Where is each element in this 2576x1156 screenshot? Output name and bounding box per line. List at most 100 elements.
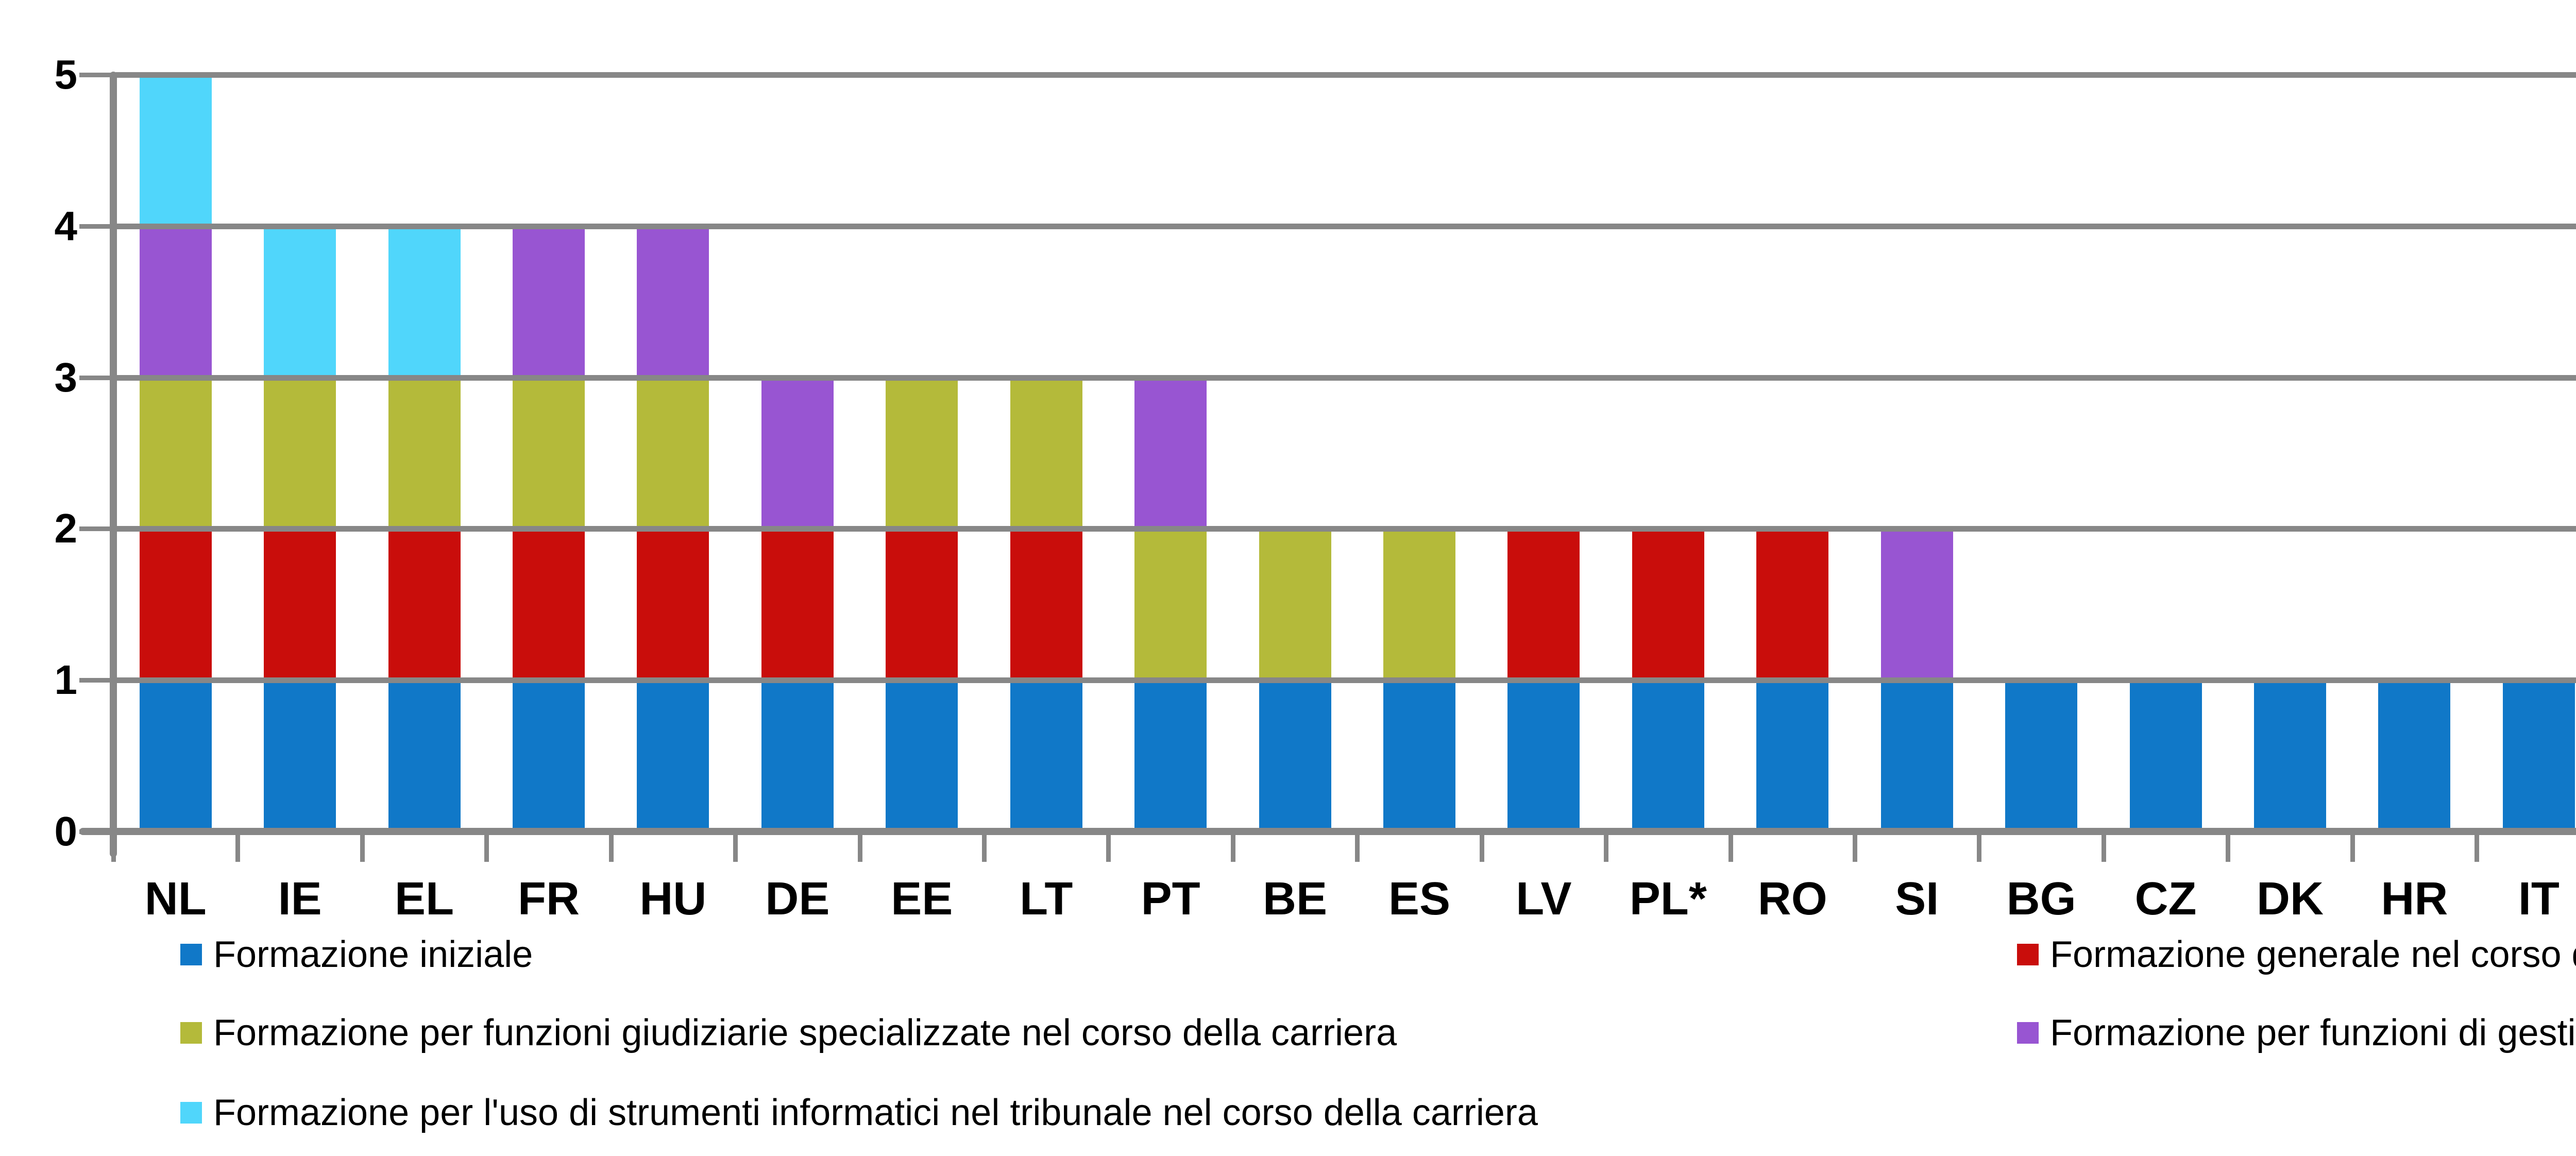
bar-segment [264, 226, 336, 378]
gridline [113, 223, 2576, 229]
bar-segment [1010, 377, 1082, 529]
bar-segment [1880, 680, 1953, 831]
legend-item: Formazione per funzioni di gestione spec… [2017, 1014, 2576, 1051]
x-axis-line [79, 828, 2576, 835]
legend-label: Formazione generale nel corso della carr… [2050, 934, 2576, 975]
x-axis-tick [1977, 835, 1982, 862]
legend-marker-icon [2017, 944, 2039, 965]
bar-segment [637, 680, 709, 831]
legend-item: Formazione iniziale [180, 936, 533, 973]
bar-segment [1259, 680, 1331, 831]
bar-segment [886, 680, 958, 831]
bar-segment [513, 529, 585, 681]
y-axis-label: 5 [54, 52, 78, 97]
gridline [113, 526, 2576, 532]
x-axis-label: CZ [2134, 873, 2197, 925]
bar-segment [1134, 529, 1207, 681]
legend-marker-icon [180, 944, 202, 965]
y-axis-tick [79, 678, 113, 683]
x-axis-tick [235, 835, 241, 862]
x-axis-tick [1355, 835, 1360, 862]
bar-segment [1134, 680, 1207, 831]
x-axis-label: PT [1141, 873, 1200, 925]
bar-segment [264, 377, 336, 529]
x-axis-tick [1728, 835, 1733, 862]
bar-segment [139, 377, 212, 529]
x-axis-tick [608, 835, 614, 862]
x-axis-label: IE [278, 873, 322, 925]
x-axis-label: DE [765, 873, 830, 925]
x-axis-label: ES [1388, 873, 1451, 925]
bar-segment [1507, 680, 1580, 831]
bar-segment [2502, 680, 2575, 831]
x-axis-label: LV [1516, 873, 1572, 925]
bar-segment [513, 377, 585, 529]
y-axis-tick [79, 73, 113, 77]
bar-segment [1756, 680, 1829, 831]
x-axis-tick [1230, 835, 1235, 862]
bar-segment [2129, 680, 2202, 831]
bar-segment [2378, 680, 2451, 831]
x-axis-label: PL* [1629, 873, 1707, 925]
y-axis-label: 0 [54, 808, 78, 854]
x-axis-tick [2475, 835, 2480, 862]
bar-segment [1134, 377, 1207, 529]
bar-segment [761, 377, 834, 529]
x-axis-tick [1604, 835, 1609, 862]
legend-item: Formazione per l'uso di strumenti inform… [180, 1094, 1538, 1131]
bar-segment [886, 377, 958, 529]
y-axis-label: 3 [54, 354, 78, 400]
bar-segment [1507, 529, 1580, 681]
x-axis-label: LT [1020, 873, 1073, 925]
bar-segment [388, 377, 461, 529]
x-axis-tick [2101, 835, 2106, 862]
y-axis-label: 4 [54, 202, 78, 249]
y-axis-tick [79, 829, 113, 834]
y-axis-label: 1 [54, 657, 78, 703]
x-axis-label: HU [639, 873, 707, 925]
gridline [113, 72, 2576, 78]
bar-segment [139, 75, 212, 226]
bar-segment [1383, 680, 1455, 831]
legend-label: Formazione iniziale [213, 934, 533, 975]
bar-segment [637, 377, 709, 529]
bar-segment [264, 680, 336, 831]
legend-label: Formazione per funzioni giudiziarie spec… [213, 1012, 1397, 1053]
bar-segment [1632, 529, 1704, 681]
bar-segment [1880, 529, 1953, 681]
bar-segment [1632, 680, 1704, 831]
bar-segment [2005, 680, 2078, 831]
bar-segment [2254, 680, 2326, 831]
x-axis-tick [733, 835, 738, 862]
bar-segment [637, 226, 709, 378]
bar-segment [513, 226, 585, 378]
x-axis-tick [2350, 835, 2355, 862]
x-axis-tick [1853, 835, 1857, 862]
bar-segment [637, 529, 709, 681]
bar-segment [1756, 529, 1829, 681]
y-axis-line [110, 72, 117, 857]
gridline [113, 375, 2576, 381]
x-axis-tick [360, 835, 365, 862]
legend-item: Formazione generale nel corso della carr… [2017, 936, 2576, 973]
bar-segment [1383, 529, 1455, 681]
y-axis-label: 2 [54, 505, 78, 552]
x-axis-tick [982, 835, 987, 862]
legend-item: Formazione per funzioni giudiziarie spec… [180, 1014, 1397, 1051]
y-axis-tick [79, 375, 113, 380]
bar-segment [761, 529, 834, 681]
bar-segment [1010, 680, 1082, 831]
x-axis-label: BE [1263, 873, 1328, 925]
legend-label: Formazione per l'uso di strumenti inform… [213, 1092, 1538, 1133]
bar-segment [886, 529, 958, 681]
bar-segment [761, 680, 834, 831]
x-axis-label: BG [2006, 873, 2076, 925]
bar-segment [1259, 529, 1331, 681]
y-axis-tick [79, 224, 113, 229]
x-axis-label: DK [2256, 873, 2324, 925]
bar-segment [1010, 529, 1082, 681]
x-axis-tick [111, 835, 116, 862]
x-axis-tick [857, 835, 862, 862]
x-axis-label: SI [1895, 873, 1939, 925]
